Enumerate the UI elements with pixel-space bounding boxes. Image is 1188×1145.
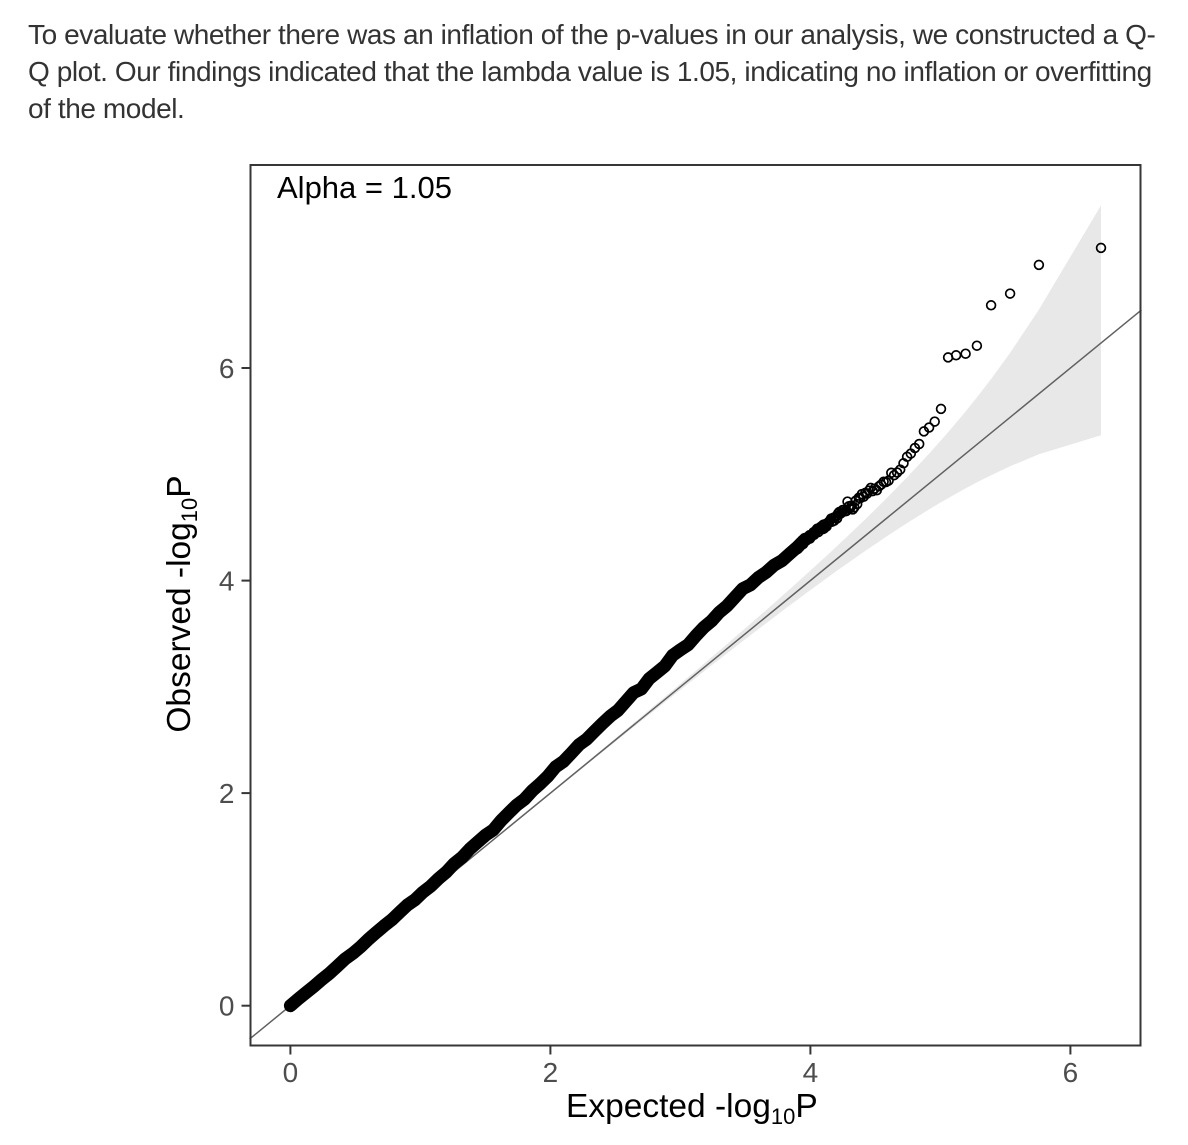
svg-text:Expected -log10P: Expected -log10P <box>566 1088 818 1129</box>
svg-text:Alpha = 1.05: Alpha = 1.05 <box>277 170 452 205</box>
svg-text:Observed -log10P: Observed -log10P <box>161 475 202 732</box>
svg-text:4: 4 <box>219 566 235 597</box>
svg-text:4: 4 <box>803 1057 819 1088</box>
svg-text:6: 6 <box>219 353 235 384</box>
svg-text:0: 0 <box>219 991 235 1022</box>
svg-text:2: 2 <box>543 1057 559 1088</box>
svg-text:6: 6 <box>1063 1057 1079 1088</box>
svg-text:2: 2 <box>219 778 235 809</box>
svg-text:0: 0 <box>283 1057 299 1088</box>
